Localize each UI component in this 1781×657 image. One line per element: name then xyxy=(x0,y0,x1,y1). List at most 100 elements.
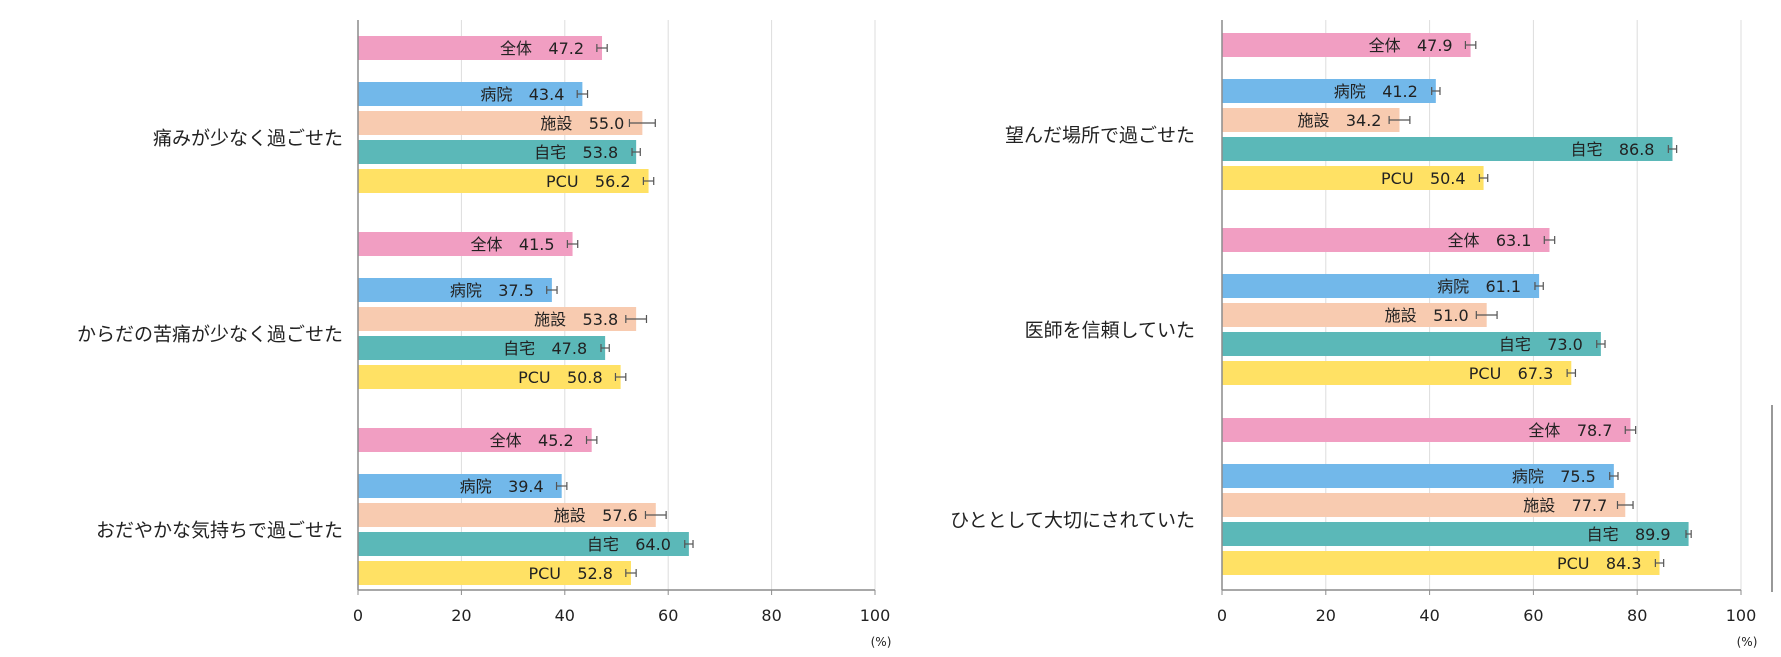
category-label: おだやかな気持ちで過ごせた xyxy=(96,520,343,542)
x-unit-label: (%) xyxy=(871,635,892,649)
bar xyxy=(1222,137,1673,161)
bar-value-label: 50.4 xyxy=(1430,169,1466,188)
x-tick-label: 0 xyxy=(1217,606,1227,625)
bar-value-label: 43.4 xyxy=(529,85,565,104)
bar xyxy=(1222,522,1689,546)
bar xyxy=(1222,464,1614,488)
bar-series-label: 自宅 xyxy=(1499,335,1531,354)
bar-series-label: 施設 xyxy=(534,310,566,329)
bar xyxy=(358,307,637,331)
x-tick-label: 60 xyxy=(658,606,678,625)
bar-group: 全体 45.2 病院 39.4 施設 57.6 自宅 64.0 PCU 52.8 おだやかな気持ちで… xyxy=(96,428,694,585)
bar-value-label: 64.0 xyxy=(635,535,671,554)
bar-value-label: 73.0 xyxy=(1547,335,1583,354)
bar-series-label: 病院 xyxy=(460,477,492,496)
bar xyxy=(358,232,573,256)
bar-group: 全体 78.7 病院 75.5 施設 77.7 自宅 89.9 PCU 84.3 ひととして大切にさ… xyxy=(950,418,1692,575)
bar-series-label: 施設 xyxy=(540,114,572,133)
bar xyxy=(358,428,592,452)
bar-value-label: 39.4 xyxy=(508,477,544,496)
x-tick-label: 80 xyxy=(761,606,781,625)
bar-value-label: 56.2 xyxy=(595,172,631,191)
bar-series-label: 施設 xyxy=(1385,306,1417,325)
bar xyxy=(358,140,637,164)
chart-panel-1: 全体 47.2 病院 43.4 施設 55.0 自宅 53.8 PCU 56.2 痛みが少なく過ごせ… xyxy=(77,20,891,649)
bar xyxy=(358,474,562,498)
bar xyxy=(358,278,552,302)
bar-value-label: 61.1 xyxy=(1485,277,1521,296)
bar-value-label: 84.3 xyxy=(1606,554,1642,573)
bar-value-label: 67.3 xyxy=(1518,364,1554,383)
x-tick-label: 60 xyxy=(1523,606,1543,625)
bar-series-label: 全体 xyxy=(471,235,503,254)
bar-value-label: 78.7 xyxy=(1577,421,1613,440)
x-tick-label: 100 xyxy=(1726,606,1757,625)
bar-series-label: 病院 xyxy=(450,281,482,300)
x-tick-label: 0 xyxy=(353,606,363,625)
bar xyxy=(1222,332,1601,356)
bar xyxy=(1222,418,1631,442)
bar-series-label: PCU xyxy=(1381,169,1414,188)
bar-value-label: 37.5 xyxy=(498,281,534,300)
bar-series-label: 病院 xyxy=(1512,467,1544,486)
bar-value-label: 50.8 xyxy=(567,368,603,387)
x-tick-label: 40 xyxy=(555,606,575,625)
bar-value-label: 75.5 xyxy=(1560,467,1596,486)
bar xyxy=(358,503,656,527)
bar-series-label: 自宅 xyxy=(587,535,619,554)
bar-series-label: PCU xyxy=(518,368,551,387)
bar xyxy=(1222,228,1550,252)
bar-series-label: PCU xyxy=(1469,364,1502,383)
bar-value-label: 77.7 xyxy=(1572,496,1608,515)
bar xyxy=(1222,551,1660,575)
x-tick-label: 80 xyxy=(1627,606,1647,625)
bar xyxy=(1222,166,1484,190)
bar-value-label: 41.5 xyxy=(519,235,555,254)
bar-series-label: 全体 xyxy=(1447,231,1479,250)
x-tick-label: 20 xyxy=(451,606,471,625)
bar-group: 全体 47.9 病院 41.2 施設 34.2 自宅 86.8 PCU 50.4 望んだ場所で過ごせ… xyxy=(1005,33,1678,190)
bar-value-label: 47.2 xyxy=(548,39,584,58)
bar-value-label: 89.9 xyxy=(1635,525,1671,544)
bar-series-label: 全体 xyxy=(1369,36,1401,55)
bar xyxy=(1222,361,1572,385)
bar-value-label: 63.1 xyxy=(1496,231,1532,250)
bar-series-label: 施設 xyxy=(1523,496,1555,515)
x-tick-label: 40 xyxy=(1419,606,1439,625)
bar xyxy=(358,365,621,389)
bar-value-label: 86.8 xyxy=(1619,140,1655,159)
bar-series-label: 病院 xyxy=(1334,82,1366,101)
bar-value-label: 52.8 xyxy=(577,564,613,583)
category-label: 痛みが少なく過ごせた xyxy=(153,128,343,150)
bar-series-label: PCU xyxy=(546,172,579,191)
bar xyxy=(358,169,649,193)
bar xyxy=(1222,33,1471,57)
bar xyxy=(1222,79,1436,103)
bar-value-label: 51.0 xyxy=(1433,306,1469,325)
bar xyxy=(358,561,631,585)
bar-value-label: 53.8 xyxy=(583,310,619,329)
bar-series-label: 自宅 xyxy=(534,143,566,162)
category-label: からだの苦痛が少なく過ごせた xyxy=(77,324,343,346)
bar-series-label: 病院 xyxy=(1437,277,1469,296)
bar-series-label: 施設 xyxy=(554,506,586,525)
bar xyxy=(1222,303,1487,327)
bar-value-label: 34.2 xyxy=(1346,111,1382,130)
x-tick-label: 20 xyxy=(1316,606,1336,625)
category-label: 医師を信頼していた xyxy=(1025,320,1195,342)
bar xyxy=(1222,108,1400,132)
bar-series-label: 自宅 xyxy=(503,339,535,358)
bar xyxy=(358,532,689,556)
category-label: 望んだ場所で過ごせた xyxy=(1005,125,1195,147)
bar xyxy=(358,82,583,106)
bar-series-label: 全体 xyxy=(490,431,522,450)
bar-value-label: 47.8 xyxy=(552,339,588,358)
bar-value-label: 55.0 xyxy=(589,114,625,133)
bar-group: 全体 63.1 病院 61.1 施設 51.0 自宅 73.0 PCU 67.3 医師を信頼していた xyxy=(1025,228,1606,385)
bar xyxy=(358,336,606,360)
bar-series-label: 施設 xyxy=(1297,111,1329,130)
bar-value-label: 57.6 xyxy=(602,506,638,525)
chart-panel-2: 全体 47.9 病院 41.2 施設 34.2 自宅 86.8 PCU 50.4 望んだ場所で過ごせ… xyxy=(950,20,1757,649)
